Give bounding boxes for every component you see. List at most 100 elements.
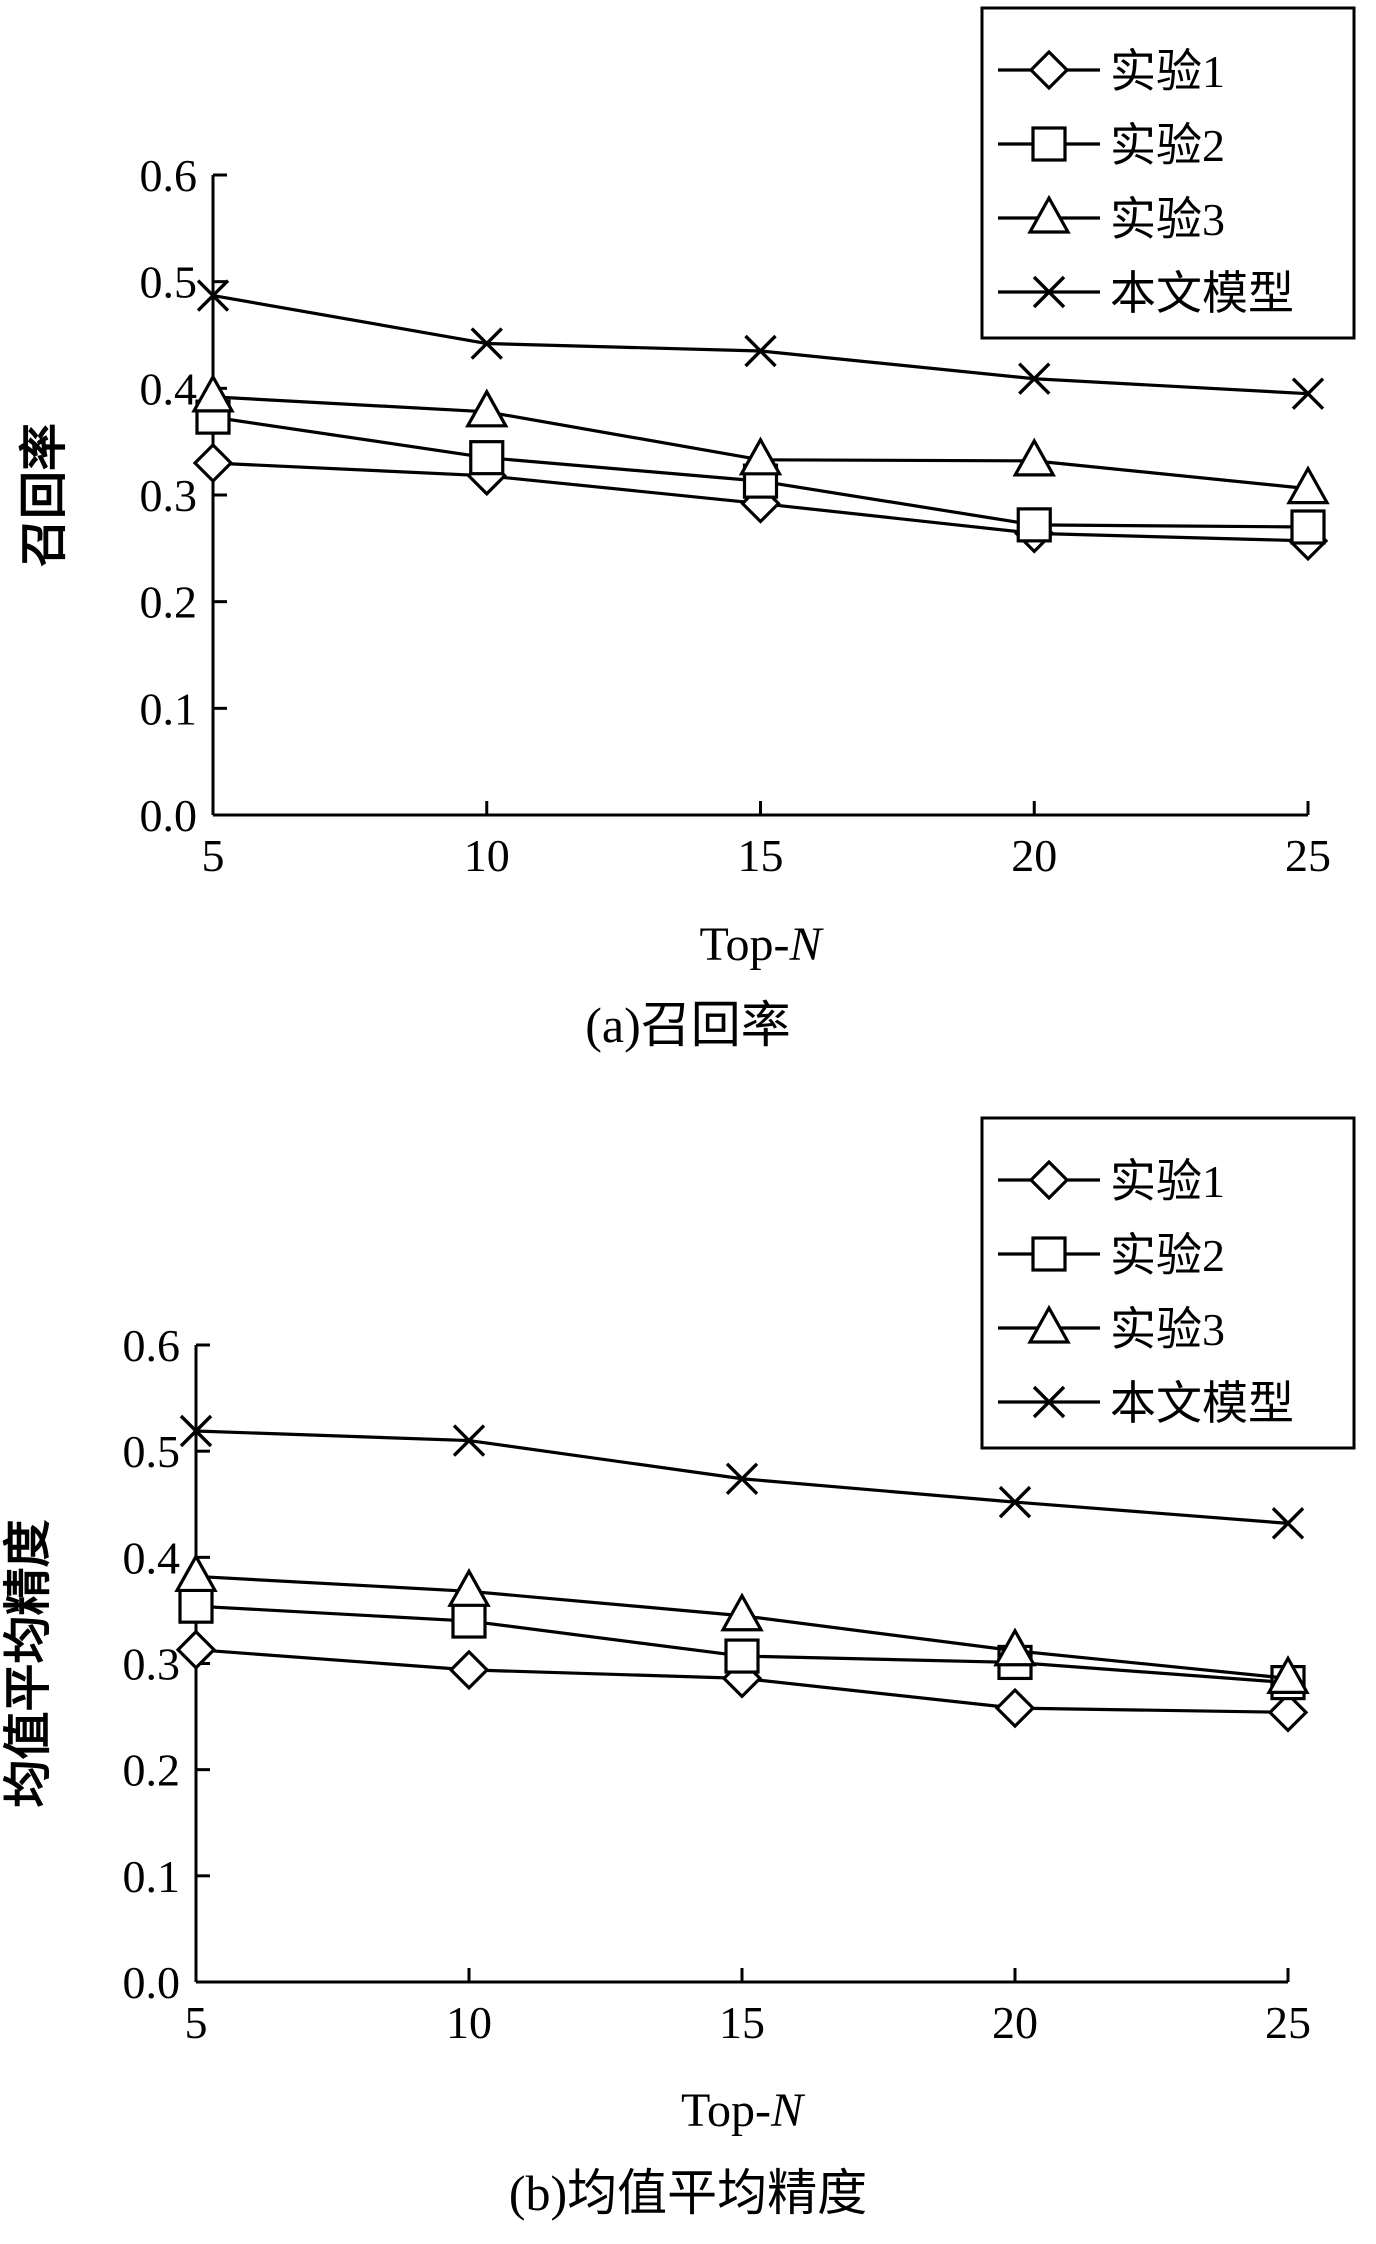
chart-b-x-axis-label-italic: N	[770, 2084, 806, 2137]
chart-b-series-4-point	[1271, 1507, 1305, 1540]
chart-a-series-4-point-stroke-b	[1018, 362, 1051, 395]
chart-a: 0.0 0.1 0.2 0.3 0.4 0.5 0.6 5 10 15 20 25 Top-N 召回率 (a…	[18, 6, 1356, 1053]
chart-a-series-4-point	[196, 279, 230, 312]
chart-a-legend-marker	[1031, 126, 1067, 162]
chart-b-legend-label: 实验1	[1110, 1156, 1225, 1207]
chart-b-series-2-point	[178, 1588, 214, 1624]
chart-b-y-tick-label: 0.6	[123, 1320, 181, 1371]
chart-b-x-tick-label: 5	[185, 1997, 208, 2048]
chart-b-series-3-point	[447, 1568, 491, 1607]
chart-a-caption: (a)召回率	[585, 997, 791, 1053]
chart-b-series-1-point	[448, 1649, 490, 1691]
chart-b-series-4-point	[998, 1485, 1032, 1519]
chart-a-series-2-point	[1016, 507, 1052, 543]
chart-a-series-4-point	[470, 327, 503, 360]
chart-b-series-4-point-stroke-b	[725, 1462, 759, 1495]
chart-a-y-tick-label: 0.0	[140, 790, 198, 841]
chart-b-legend-marker	[1028, 1159, 1070, 1201]
chart-b-y-tick-label: 0.3	[123, 1639, 181, 1690]
chart-b-y-tick-label: 0.1	[123, 1851, 181, 1902]
chart-b-series-3-point	[174, 1553, 218, 1593]
chart-b-series-3-point	[993, 1627, 1037, 1667]
chart-b-x-axis-label: Top-N	[681, 2084, 806, 2137]
chart-b-series-3	[174, 1553, 1310, 1694]
chart-b-series-1-point	[1267, 1692, 1309, 1733]
chart-a-legend-marker	[1028, 49, 1070, 91]
chart-b-series-4-point-stroke-b	[998, 1485, 1032, 1519]
chart-a-series-1-point	[192, 442, 234, 484]
chart-b-y-tick-label: 0.5	[123, 1426, 181, 1477]
chart-b-series-4-point-stroke-b	[452, 1424, 486, 1457]
chart-b-series-4	[179, 1414, 1305, 1540]
chart-b-series-2-point	[724, 1638, 760, 1674]
chart-a-x-axis-label-italic: N	[788, 918, 824, 971]
chart-b-legend-marker-stroke-b	[1032, 1385, 1066, 1419]
chart-b-caption: (b)均值平均精度	[509, 2165, 867, 2221]
chart-a-x-axis-label: Top-N	[700, 918, 825, 971]
chart-a-series-4-point	[744, 334, 777, 368]
chart-a-series-4	[196, 279, 1325, 410]
chart-a-series-4-point	[1291, 377, 1325, 410]
chart-b-legend-label: 实验2	[1110, 1230, 1225, 1281]
chart-a-legend-marker	[1032, 275, 1066, 309]
chart-b-legend-marker	[1031, 1236, 1067, 1272]
chart-a-series-4-point-stroke-b	[196, 279, 230, 312]
chart-b-series-1-point	[994, 1687, 1036, 1729]
chart-a-series-2-point	[469, 440, 505, 476]
chart-b-x-tick-label: 15	[719, 1997, 765, 2048]
chart-a-y-tick-label: 0.1	[140, 683, 198, 734]
chart-a-y-axis-label: 召回率	[18, 423, 71, 567]
chart-a-y-tick-label: 0.4	[140, 363, 198, 414]
chart-a-series-2-point	[1290, 509, 1326, 545]
chart-a-y-tick-label: 0.6	[140, 150, 198, 201]
chart-a-x-tick-label: 5	[202, 830, 225, 881]
chart-a-series-4-point	[1018, 362, 1051, 395]
chart-a-x-axis-label-main: Top-	[700, 918, 790, 971]
chart-a-series-3-point	[1012, 437, 1056, 477]
chart-a-legend-label: 实验2	[1110, 120, 1225, 171]
chart-a-legend: 实验1 实验2 实验3 本文模型	[980, 6, 1356, 340]
chart-b-series-4-point	[725, 1462, 759, 1495]
chart-a-x-tick-label: 15	[738, 830, 784, 881]
chart-a-series-3	[191, 373, 1330, 505]
chart-a-y-tick-label: 0.5	[140, 257, 198, 308]
chart-a-y-tick-label: 0.3	[140, 470, 198, 521]
chart-a-series-3-point	[1286, 465, 1330, 505]
chart-b-legend-marker	[1027, 1304, 1071, 1344]
chart-b-y-tick-label: 0.0	[123, 1957, 181, 2008]
chart-a-legend-label: 本文模型	[1110, 268, 1294, 319]
chart-a-series-4-point-stroke-b	[470, 327, 503, 360]
chart-b-legend: 实验1 实验2 实验3 本文模型	[980, 1116, 1356, 1450]
chart-a-x-tick-label: 10	[464, 830, 510, 881]
chart-b-x-tick-label: 10	[446, 1997, 492, 2048]
chart-b-y-tick-label: 0.2	[123, 1745, 181, 1796]
chart-a-legend-marker	[1027, 194, 1071, 234]
chart-b-y-axis-label: 均值平均精度	[2, 1519, 55, 1807]
chart-a-legend-label: 实验1	[1110, 46, 1225, 97]
chart-b-series-1-point	[175, 1629, 217, 1670]
chart-a-x-tick-label: 25	[1285, 830, 1331, 881]
chart-b-x-tick-label: 20	[992, 1997, 1038, 2048]
chart-b-series-4-point	[179, 1414, 213, 1448]
chart-b-x-tick-label: 25	[1265, 1997, 1311, 2048]
chart-a-x-tick-label: 20	[1011, 830, 1057, 881]
chart-a-y-tick-label: 0.2	[140, 577, 198, 628]
chart-a-series-4-point-stroke-b	[744, 334, 777, 368]
chart-a-legend-marker-stroke-b	[1032, 275, 1066, 309]
chart-a-legend-label: 实验3	[1110, 194, 1225, 245]
chart-b: 0.0 0.1 0.2 0.3 0.4 0.5 0.6 5 10 15 20 25 Top-N 均值平均精…	[2, 1116, 1356, 2221]
chart-b-legend-marker	[1032, 1385, 1066, 1419]
chart-b-series-3-point	[1266, 1655, 1310, 1694]
chart-b-series-2-point	[451, 1603, 487, 1639]
chart-a-series-4-point-stroke-b	[1291, 377, 1325, 410]
chart-b-y-tick-label: 0.4	[123, 1532, 181, 1583]
chart-b-series-4-point-stroke-b	[179, 1414, 213, 1448]
chart-b-series-4-point-stroke-b	[1271, 1507, 1305, 1540]
chart-b-series-4-point	[452, 1424, 486, 1457]
chart-b-legend-label: 实验3	[1110, 1304, 1225, 1355]
chart-b-x-axis-label-main: Top-	[681, 2084, 771, 2137]
chart-a-series-3-point	[738, 436, 783, 476]
chart-a-series-3-point	[191, 373, 235, 413]
chart-a-series-3-point	[465, 388, 509, 428]
